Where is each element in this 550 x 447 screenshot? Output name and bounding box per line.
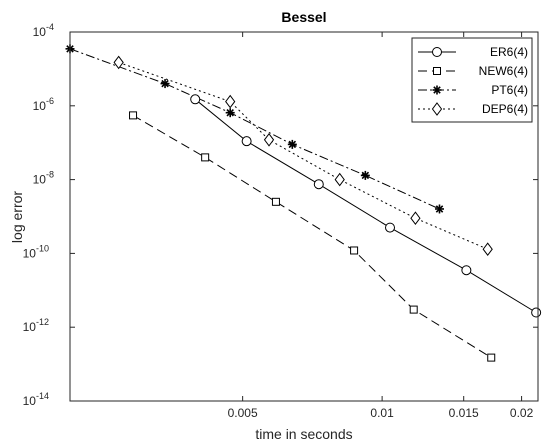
data-point bbox=[410, 211, 421, 226]
series-line bbox=[70, 48, 440, 210]
data-point bbox=[434, 204, 444, 214]
series-line bbox=[132, 114, 492, 359]
data-point bbox=[461, 265, 472, 276]
series-DEP6(4) bbox=[118, 61, 488, 250]
x-tick-label: 0.01 bbox=[370, 406, 394, 420]
series-NEW6(4) bbox=[132, 114, 492, 359]
axis-ticks: 0.005 0.01 0.015 0.0210-1410-1210-1010-810-… bbox=[23, 22, 538, 420]
x-tick-label: 0.005 bbox=[228, 406, 258, 420]
legend-entry: ER6(4) bbox=[418, 45, 528, 59]
plot-frame bbox=[69, 31, 539, 402]
y-axis-label: log error bbox=[9, 191, 25, 243]
data-point bbox=[241, 136, 252, 147]
x-axis-label: time in seconds bbox=[255, 426, 352, 442]
x-tick-label: 0.02 bbox=[510, 406, 534, 420]
series-line bbox=[194, 98, 537, 313]
data-point bbox=[487, 353, 496, 362]
series-ER6(4) bbox=[194, 98, 537, 313]
legend-entry: DEP6(4) bbox=[418, 102, 528, 116]
data-point bbox=[313, 179, 324, 190]
legend-marker bbox=[432, 47, 442, 57]
data-point bbox=[350, 246, 359, 255]
data-point bbox=[201, 153, 210, 162]
plot-area bbox=[65, 31, 542, 402]
series-line bbox=[118, 61, 488, 250]
data-point bbox=[129, 111, 138, 120]
data-point bbox=[409, 305, 418, 314]
legend: ER6(4) NEW6(4) PT6(4) DEP6(4) bbox=[411, 37, 533, 123]
series-layer bbox=[70, 48, 537, 359]
data-point bbox=[385, 222, 396, 233]
data-point bbox=[160, 79, 170, 89]
data-point bbox=[113, 55, 124, 70]
legend-marker bbox=[433, 67, 441, 75]
data-point bbox=[360, 170, 370, 180]
legend-label: NEW6(4) bbox=[479, 64, 528, 78]
legend-marker bbox=[432, 85, 442, 95]
legend-label: DEP6(4) bbox=[482, 102, 528, 116]
data-point bbox=[531, 307, 542, 318]
legend-entry: NEW6(4) bbox=[418, 64, 528, 78]
data-point bbox=[482, 242, 493, 257]
legend-label: PT6(4) bbox=[491, 83, 528, 97]
legend-label: ER6(4) bbox=[490, 45, 528, 59]
data-point bbox=[225, 94, 236, 109]
data-point bbox=[271, 197, 280, 206]
chart-title: Bessel bbox=[281, 9, 326, 25]
data-point bbox=[287, 139, 297, 149]
data-point bbox=[190, 94, 201, 105]
data-point bbox=[225, 108, 235, 118]
data-point bbox=[334, 172, 345, 187]
marker-layer bbox=[65, 44, 542, 362]
data-point bbox=[263, 132, 275, 147]
legend-marker bbox=[431, 102, 443, 116]
series-PT6(4) bbox=[70, 48, 440, 210]
legend-entry: PT6(4) bbox=[418, 83, 528, 97]
x-tick-label: 0.015 bbox=[449, 406, 479, 420]
